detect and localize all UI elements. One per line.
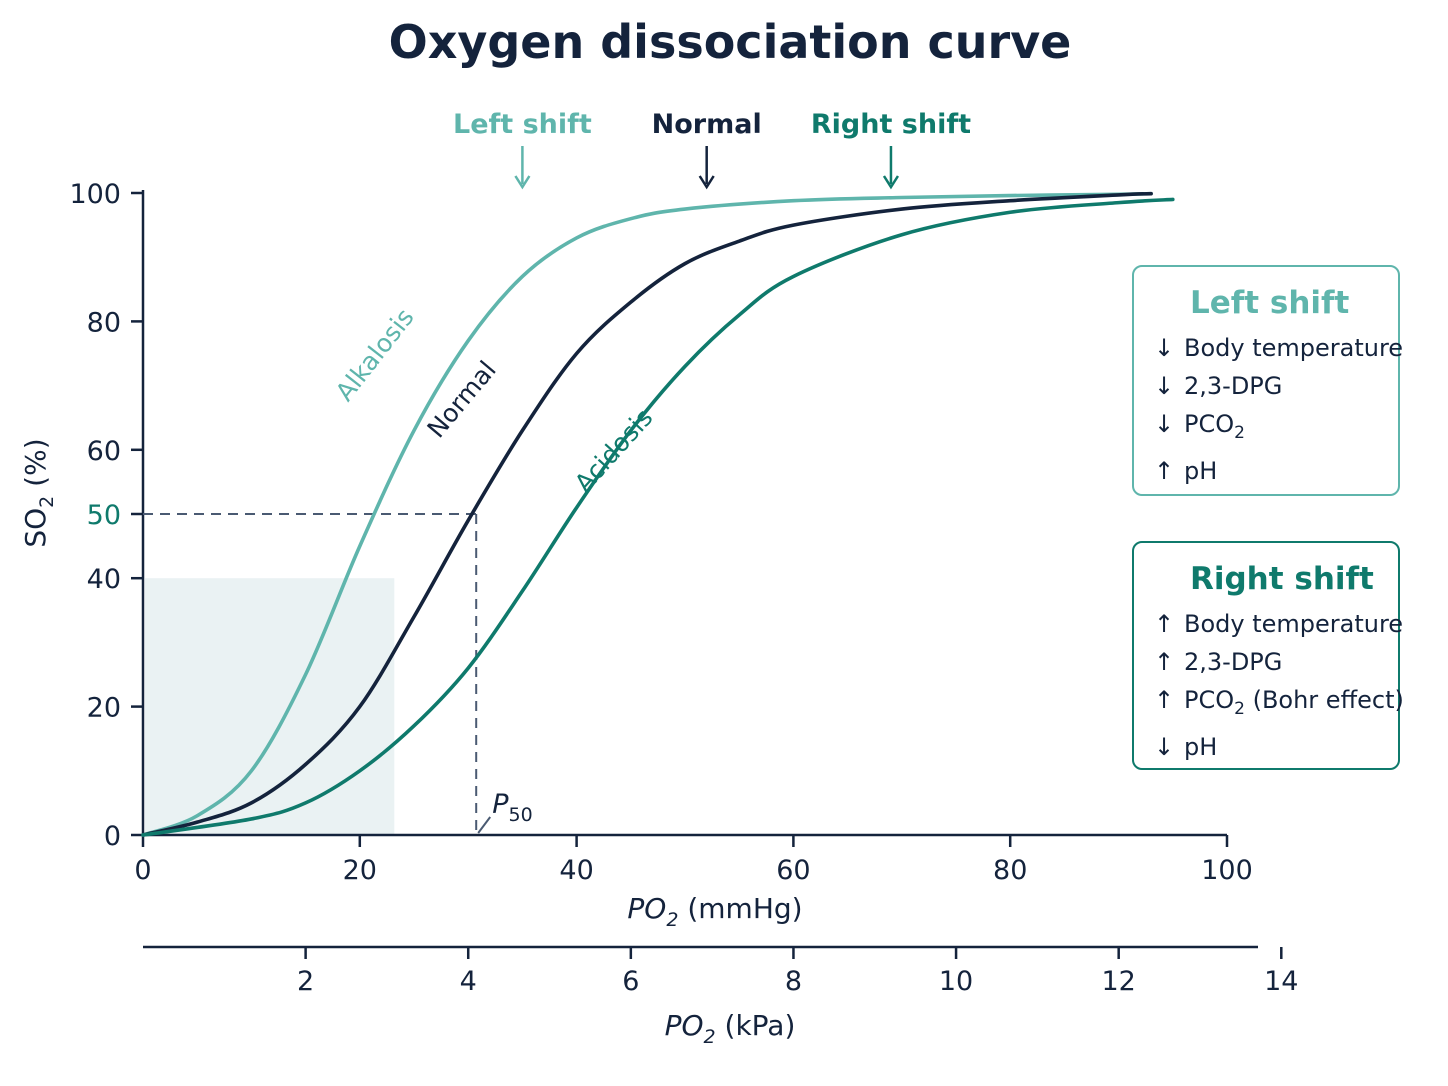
x2-tick-label: 14	[1264, 966, 1298, 997]
series-line-alkalosis	[141, 191, 1153, 837]
y-ticks: 0 20 40 50 60 80 100	[69, 179, 143, 852]
x-tick-label: 40	[559, 855, 593, 886]
legend-item: ↓ 2,3-DPG	[1154, 367, 1398, 405]
p50-label-sub: 50	[508, 804, 532, 826]
x2-tick-label: 4	[460, 966, 477, 997]
arrow-up-icon: ↑	[1154, 686, 1175, 714]
y-tick-label: 50	[87, 500, 121, 531]
x2-axis-label-main: PO	[665, 1009, 704, 1042]
legend-item: ↑ PCO2 (Bohr effect)	[1154, 681, 1404, 728]
y-axis-label-unit: (%)	[19, 438, 52, 495]
legend-right-items: ↑ Body temperature ↑ 2,3-DPG ↑ PCO2 (Bohr eff…	[1154, 605, 1404, 766]
legend-item: ↓ PCO2	[1154, 405, 1398, 452]
legend-left-shift: Left shift ↓ Body temperature ↓ 2,3-DPG ↓ PCO…	[1132, 265, 1403, 496]
legend-item-text: pH	[1184, 456, 1218, 485]
arrow-down-icon: ↓	[1154, 372, 1175, 400]
y-axis-label-sub: 2	[36, 496, 58, 508]
arrow-up-icon: ↑	[1154, 648, 1175, 676]
p50-guides: P50	[143, 513, 533, 835]
x-tick-label: 0	[134, 855, 151, 886]
x2-ticks: 2 4 6 8 10 12 14	[297, 947, 1298, 997]
legend-item-text: PCO	[1184, 410, 1235, 438]
curves	[141, 191, 1175, 837]
legend-item: ↓ Body temperature	[1154, 329, 1403, 367]
x2-axis-label-sub: 2	[704, 1026, 716, 1048]
curve-labels: Alkalosis Normal Acidosis	[330, 303, 658, 498]
top-label-arrow-head	[882, 175, 900, 190]
legend-item: ↑ Body temperature	[1154, 605, 1403, 643]
top-label-left-shift: Left shift	[453, 109, 592, 140]
legend-left-title: Left shift	[1190, 285, 1350, 321]
top-label-arrow-head	[514, 175, 531, 190]
top-label-right-shift: Right shift	[811, 109, 971, 140]
y-tick-label: 100	[69, 179, 121, 210]
legend-right-title: Right shift	[1190, 561, 1374, 597]
x2-tick-label: 10	[939, 966, 973, 997]
x2-axis-label-unit: (kPa)	[716, 1009, 796, 1042]
x-axis-label-main: PO	[627, 892, 666, 925]
legend-item-text: 2,3-DPG	[1184, 648, 1283, 676]
y-axis-label: SO2 (%)	[19, 438, 58, 547]
x-axis-label: PO2 (mmHg)	[627, 892, 802, 931]
x-axis-label-unit: (mmHg)	[678, 892, 802, 925]
x2-tick-label: 6	[622, 966, 639, 997]
arrow-down-icon: ↓	[1154, 334, 1175, 362]
legend-item: ↓ pH	[1154, 728, 1398, 766]
top-label-normal: Normal	[652, 109, 762, 140]
arrow-up-icon: ↑	[1154, 610, 1175, 638]
x-tick-label: 60	[776, 855, 810, 886]
x-tick-label: 100	[1201, 855, 1253, 886]
legend-item: ↑ pH	[1154, 452, 1398, 490]
series-line-normal	[141, 191, 1153, 837]
legend-item-text: pH	[1184, 732, 1218, 761]
series-label-acidosis: Acidosis	[569, 403, 658, 498]
x-axis-label-sub: 2	[666, 909, 678, 931]
y-tick-label: 20	[87, 693, 121, 724]
x2-tick-label: 8	[785, 966, 802, 997]
legend-item-text: Body temperature	[1184, 334, 1404, 362]
p50-label-main: P	[492, 789, 509, 820]
p50-pointer	[477, 816, 492, 834]
legend-left-items: ↓ Body temperature ↓ 2,3-DPG ↓ PCO2 ↑ pH	[1154, 329, 1403, 490]
arrow-down-icon: ↓	[1154, 732, 1175, 761]
x2-tick-label: 12	[1102, 966, 1136, 997]
arrow-down-icon: ↓	[1154, 410, 1175, 438]
x-tick-label: 20	[343, 855, 377, 886]
legend-item-sub: 2	[1234, 698, 1245, 719]
y-tick-label: 80	[87, 307, 121, 338]
y-tick-label: 60	[87, 436, 121, 467]
legend-item: ↑ 2,3-DPG	[1154, 643, 1398, 681]
p50-label: P50	[492, 789, 532, 826]
x-tick-label: 80	[993, 855, 1027, 886]
highlight-region	[145, 578, 395, 835]
y-tick-label: 0	[104, 821, 121, 852]
top-label-arrow-head	[698, 175, 715, 190]
y-tick-label: 40	[87, 564, 121, 595]
y-axis-label-main: SO	[19, 508, 52, 548]
x2-axis-label: PO2 (kPa)	[665, 1009, 796, 1048]
legend-item-text: PCO	[1184, 686, 1235, 714]
series-line-acidosis	[141, 197, 1175, 837]
legend-right-shift: Right shift ↑ Body temperature ↑ 2,3-DPG ↑ PC…	[1132, 541, 1404, 770]
top-shift-labels: Left shift Normal Right shift	[453, 109, 971, 190]
legend-item-text: Body temperature	[1184, 610, 1404, 638]
x-ticks: 0 20 40 60 80 100	[134, 835, 1253, 886]
chart-title: Oxygen dissociation curve	[389, 15, 1072, 69]
legend-item-sub: 2	[1234, 422, 1245, 443]
arrow-up-icon: ↑	[1154, 456, 1175, 485]
series-label-normal: Normal	[422, 355, 502, 443]
series-label-alkalosis: Alkalosis	[330, 303, 420, 406]
x2-tick-label: 2	[297, 966, 314, 997]
legend-item-text: 2,3-DPG	[1184, 372, 1283, 400]
legend-item-note: (Bohr effect)	[1244, 686, 1404, 714]
